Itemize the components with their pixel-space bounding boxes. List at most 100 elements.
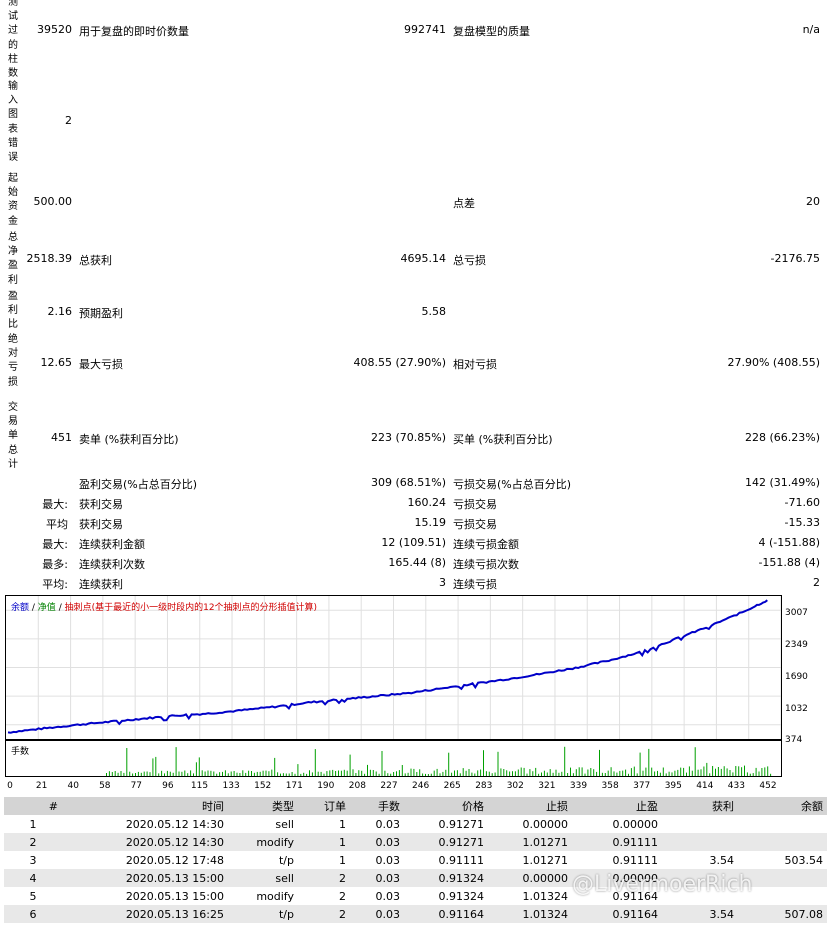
lots-bar: [549, 769, 551, 776]
lots-bar: [506, 770, 508, 776]
lots-bar: [384, 770, 386, 776]
lots-bar: [227, 773, 229, 776]
lots-bar: [404, 773, 406, 776]
lots-bar: [248, 770, 250, 776]
lots-bar: [729, 770, 731, 776]
spread-value: 20: [806, 195, 820, 208]
total-trades-value: 451: [51, 431, 72, 444]
lots-bar: [619, 770, 621, 776]
x-tick-label: 77: [131, 781, 142, 791]
max-drawdown-label: 最大亏损: [79, 358, 123, 371]
lots-bar: [364, 773, 366, 776]
lots-bar: [282, 773, 284, 776]
table-cell: modify: [256, 889, 294, 903]
lots-bar: [343, 769, 345, 776]
lots-bar: [288, 773, 290, 776]
table-cell: 1: [29, 817, 37, 831]
lots-bar: [622, 770, 624, 776]
lots-bar: [651, 767, 653, 776]
lots-bar: [755, 767, 757, 776]
vlabel-bars-tested: 测试过的柱数: [8, 0, 18, 80]
lots-bar: [222, 771, 223, 776]
lots-bar: [526, 773, 528, 776]
profit-factor-value: 2.16: [47, 305, 73, 318]
lots-bar: [683, 767, 685, 776]
lots-bar: [294, 773, 296, 776]
lots-bar: [329, 770, 331, 776]
lots-bar: [277, 772, 279, 776]
lots-bar: [340, 770, 342, 776]
table-cell: 0.91111: [572, 833, 662, 851]
lots-bar: [117, 772, 119, 776]
lots-bar: [630, 768, 632, 776]
stats-right-value: -151.88 (4): [758, 556, 820, 569]
expected-payoff-label: 预期盈利: [79, 307, 123, 320]
lots-bar: [578, 767, 580, 776]
long-trades-label: 买单 (%获利百分比): [453, 433, 553, 446]
lots-bar: [523, 767, 525, 776]
deals-table: # 时间 类型 订单 手数 价格 止损 止盈 获利 余额 1 2020.05.12…: [4, 797, 827, 923]
lots-bar: [146, 771, 148, 776]
lots-bar: [355, 773, 357, 776]
lots-bar: [665, 773, 667, 776]
table-row: 4 2020.05.13 15:00 sell 2 0.03 0.91324 0.00000…: [4, 869, 827, 887]
legend-note: 抽刺点(基于最近的小一级时段内的12个抽刺点的分形插值计算): [64, 603, 318, 613]
lots-bar: [561, 771, 563, 776]
table-cell: 0.00000: [488, 869, 572, 887]
lots-bar: [169, 771, 171, 776]
table-cell: 0.91111: [612, 853, 659, 867]
lots-bar: [593, 769, 595, 776]
balance-series-line: [7, 599, 768, 734]
lots-bar: [474, 773, 476, 776]
lots-bar: [140, 772, 142, 776]
col-header: 时间: [62, 797, 228, 815]
x-tick-label: 21: [36, 781, 47, 791]
lots-bar: [413, 768, 415, 776]
stats-left-label: 获利交易: [79, 498, 123, 511]
col-header: 手数: [350, 797, 404, 815]
lots-bar: [439, 773, 441, 776]
stats-right-value: 4 (-151.88): [758, 536, 820, 549]
lots-bar: [381, 751, 383, 776]
lots-bar: [538, 773, 540, 776]
x-tick-label: 96: [162, 781, 174, 791]
lots-bar: [274, 757, 276, 776]
lots-bar: [158, 773, 160, 776]
table-cell: t/p: [228, 905, 298, 923]
lots-bar: [367, 764, 368, 776]
vlabel-abs-drawdown: 绝对亏损: [8, 334, 18, 388]
lots-bar: [210, 770, 212, 776]
abs-drawdown-value: 12.65: [40, 356, 73, 369]
table-cell: 0.91164: [404, 905, 488, 923]
table-cell: 3.54: [662, 905, 738, 923]
lots-bar: [123, 772, 125, 776]
lots-bar: [601, 772, 603, 776]
lots-bar: [433, 770, 435, 776]
x-tick-label: 246: [412, 781, 429, 791]
lots-bar: [671, 772, 673, 776]
lots-bar: [198, 757, 200, 776]
lots-bar: [184, 770, 186, 776]
lots-bar: [488, 771, 490, 776]
table-cell: 0.91324: [438, 889, 485, 903]
x-tick-label: 377: [633, 781, 650, 791]
legend-equity: 净值: [37, 603, 56, 613]
x-tick-label: 265: [444, 781, 461, 791]
lots-bar: [567, 773, 569, 776]
y-tick-label: 1032: [785, 704, 808, 714]
lots-bar: [317, 771, 319, 776]
vlabel-net-profit: 总净盈利: [8, 232, 18, 286]
lots-bar: [691, 770, 693, 776]
table-cell: 0.91271: [438, 817, 485, 831]
lots-bar: [201, 770, 203, 776]
stats-left-value: 165.44 (8): [388, 556, 446, 569]
y-tick-label: 2349: [785, 640, 808, 650]
lots-bar: [349, 754, 351, 776]
lots-bar: [720, 768, 722, 776]
lots-bar: [715, 768, 716, 776]
lots-bar: [256, 771, 258, 776]
lots-bar: [193, 773, 194, 776]
x-tick-label: 58: [99, 781, 111, 791]
table-cell: 2020.05.13 15:00: [62, 869, 228, 887]
table-cell: 2020.05.13 15:00: [125, 889, 224, 903]
